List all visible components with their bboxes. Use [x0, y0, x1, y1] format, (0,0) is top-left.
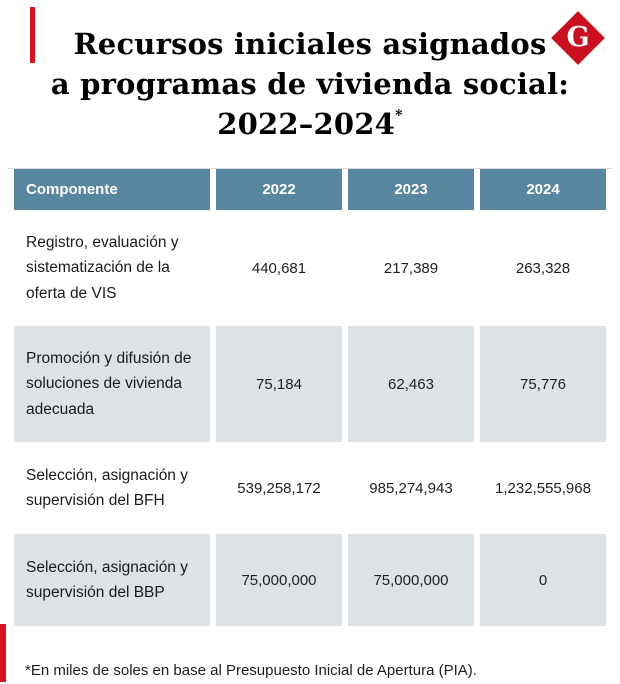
table-row: Selección, asignación y supervisión del … [14, 442, 606, 534]
cell-value-2024: 0 [480, 534, 606, 626]
column-header-2023: 2023 [348, 169, 474, 210]
cell-value-2023: 217,389 [348, 210, 474, 326]
header-row: Componente 2022 2023 2024 [14, 169, 606, 210]
table-header: Componente 2022 2023 2024 [14, 169, 606, 210]
logo-letter: G [567, 21, 591, 53]
page-title: Recursos iniciales asignados a programas… [0, 24, 620, 144]
column-header-2024: 2024 [480, 169, 606, 210]
cell-component: Selección, asignación y supervisión del … [14, 534, 210, 626]
cell-value-2022: 539,258,172 [216, 442, 342, 534]
gestion-logo: G [551, 11, 605, 65]
table-body: Registro, evaluación y sistematización d… [14, 210, 606, 626]
title-line-1: Recursos iniciales asignados [73, 27, 547, 61]
column-header-2022: 2022 [216, 169, 342, 210]
cell-value-2024: 75,776 [480, 326, 606, 442]
title-years: 2022–2024 [217, 107, 395, 142]
table-row: Promoción y difusión de soluciones de vi… [14, 326, 606, 442]
cell-value-2023: 62,463 [348, 326, 474, 442]
cell-component: Registro, evaluación y sistematización d… [14, 210, 210, 326]
cell-value-2023: 985,274,943 [348, 442, 474, 534]
title-line-2: a programas de vivienda social: [50, 67, 570, 102]
cell-value-2022: 75,184 [216, 326, 342, 442]
masthead: Recursos iniciales asignados a programas… [0, 0, 620, 168]
title-asterisk: * [394, 107, 403, 125]
cell-component: Selección, asignación y supervisión del … [14, 442, 210, 534]
table-row: Selección, asignación y supervisión del … [14, 534, 606, 626]
column-header-componente: Componente [14, 169, 210, 210]
data-table: Componente 2022 2023 2024 Registro, eval… [8, 169, 612, 626]
red-accent-bar-bottom [0, 624, 6, 682]
cell-value-2024: 1,232,555,968 [480, 442, 606, 534]
red-accent-bar-top [30, 7, 35, 63]
cell-value-2023: 75,000,000 [348, 534, 474, 626]
footnote: *En miles de soles en base al Presupuest… [25, 662, 477, 679]
cell-component: Promoción y difusión de soluciones de vi… [14, 326, 210, 442]
logo-diamond-icon: G [551, 11, 605, 65]
cell-value-2022: 440,681 [216, 210, 342, 326]
cell-value-2022: 75,000,000 [216, 534, 342, 626]
title-line-3: 2022–2024* [0, 104, 620, 144]
table-row: Registro, evaluación y sistematización d… [14, 210, 606, 326]
cell-value-2024: 263,328 [480, 210, 606, 326]
table-wrap: Componente 2022 2023 2024 Registro, eval… [8, 168, 612, 626]
